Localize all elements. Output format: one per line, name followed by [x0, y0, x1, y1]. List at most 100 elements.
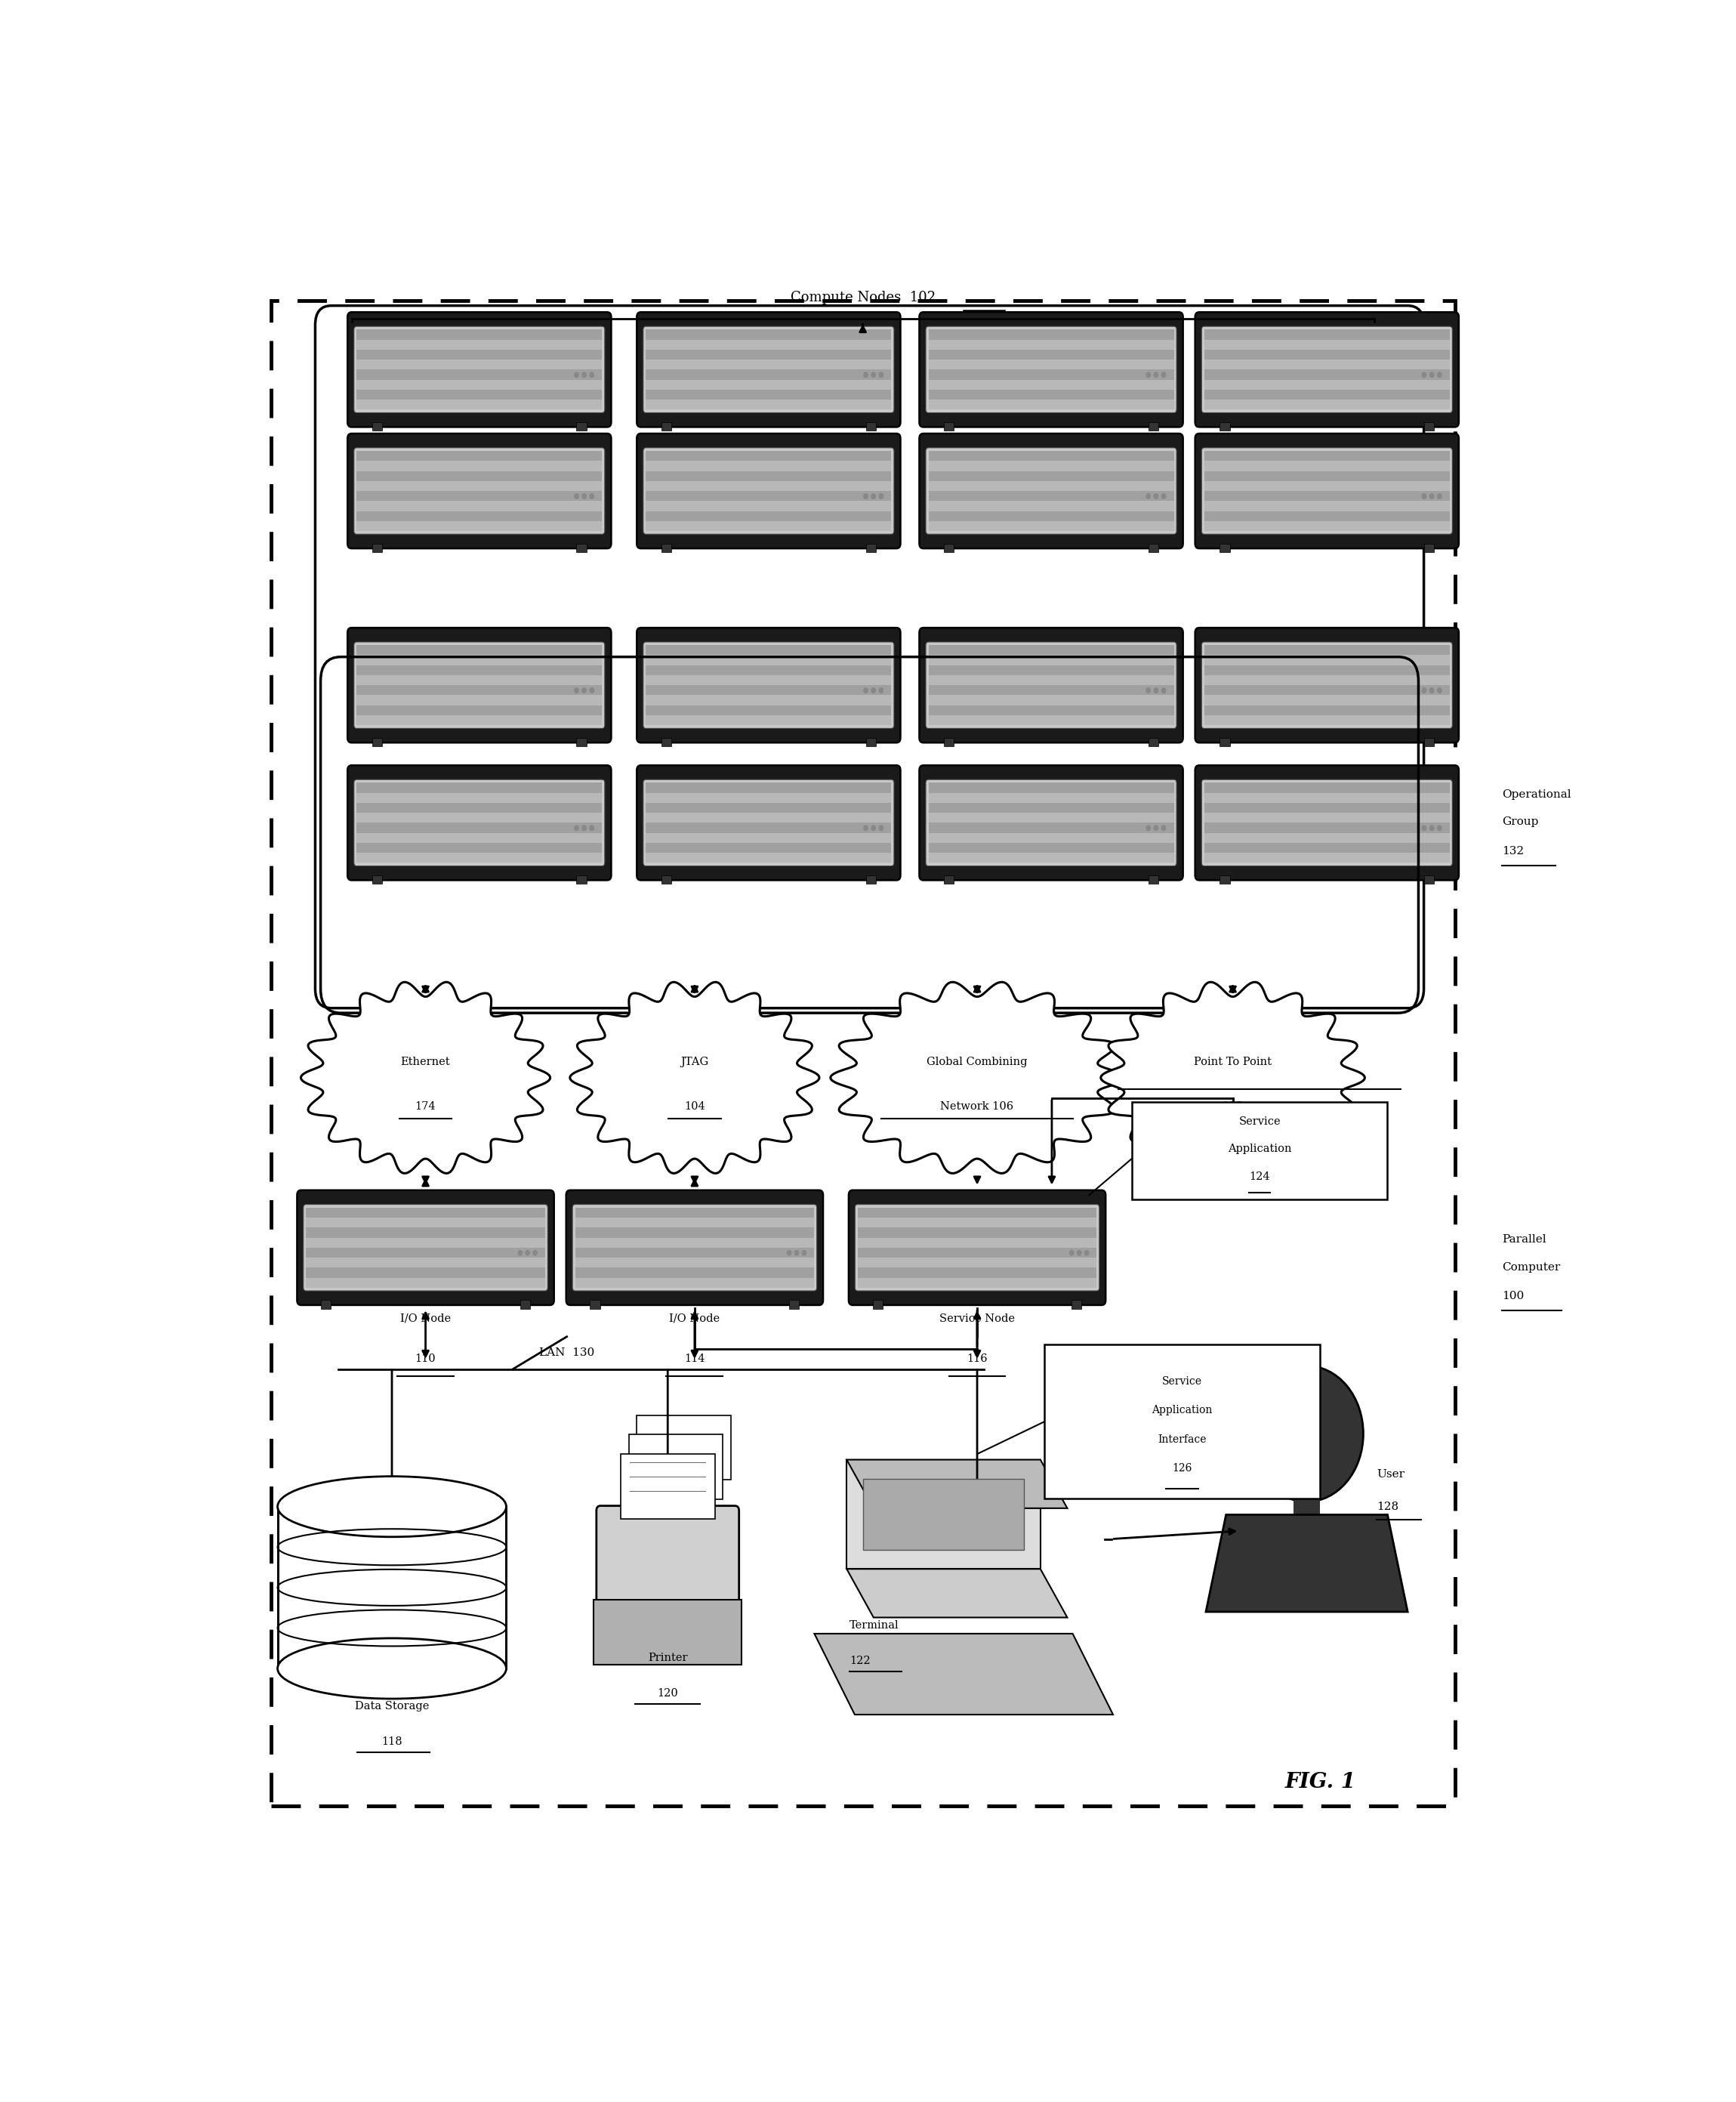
Bar — [944, 874, 955, 883]
Bar — [646, 792, 891, 803]
FancyBboxPatch shape — [347, 628, 611, 742]
Circle shape — [1422, 372, 1427, 376]
Bar — [637, 1415, 731, 1480]
Bar — [858, 1217, 1097, 1228]
Bar — [576, 544, 587, 553]
Text: Computer: Computer — [1502, 1261, 1561, 1272]
FancyBboxPatch shape — [1194, 433, 1458, 549]
FancyBboxPatch shape — [644, 448, 894, 534]
Bar — [575, 1278, 814, 1289]
Bar — [646, 782, 891, 792]
Text: Network 106: Network 106 — [941, 1101, 1014, 1112]
Bar — [1220, 738, 1229, 746]
Bar — [372, 874, 382, 883]
Bar — [1132, 1101, 1387, 1198]
Text: 104: 104 — [684, 1101, 705, 1112]
Bar — [858, 1228, 1097, 1238]
Bar — [1424, 423, 1434, 431]
Text: Parallel: Parallel — [1502, 1234, 1547, 1244]
Text: 128: 128 — [1377, 1501, 1399, 1511]
FancyBboxPatch shape — [637, 765, 901, 881]
Bar — [1147, 544, 1158, 553]
Bar — [1205, 832, 1450, 843]
Bar — [576, 874, 587, 883]
Bar — [576, 738, 587, 746]
FancyBboxPatch shape — [354, 448, 604, 534]
Bar — [646, 696, 891, 704]
Polygon shape — [847, 1568, 1068, 1616]
Bar — [929, 492, 1174, 500]
Bar — [306, 1238, 545, 1249]
Text: Application: Application — [1227, 1143, 1292, 1154]
Bar — [866, 874, 877, 883]
Bar — [929, 399, 1174, 410]
Bar — [646, 481, 891, 492]
Bar — [929, 511, 1174, 521]
Bar — [1220, 874, 1229, 883]
Text: Interface: Interface — [1158, 1434, 1207, 1444]
FancyBboxPatch shape — [354, 326, 604, 412]
Circle shape — [878, 687, 884, 694]
Text: Point To Point: Point To Point — [1194, 1057, 1272, 1068]
Text: 122: 122 — [849, 1656, 870, 1667]
Bar — [646, 715, 891, 725]
Text: User: User — [1377, 1469, 1404, 1480]
Bar — [356, 511, 602, 521]
FancyBboxPatch shape — [1194, 765, 1458, 881]
Bar — [1205, 511, 1450, 521]
Bar — [646, 452, 891, 460]
FancyBboxPatch shape — [644, 641, 894, 729]
Circle shape — [1146, 687, 1151, 694]
Bar — [929, 471, 1174, 481]
Bar — [646, 675, 891, 685]
Bar — [929, 656, 1174, 664]
Bar — [1205, 341, 1450, 349]
Bar — [929, 853, 1174, 862]
FancyBboxPatch shape — [347, 311, 611, 427]
Bar — [661, 738, 672, 746]
Polygon shape — [847, 1459, 1040, 1568]
Bar — [944, 544, 955, 553]
Circle shape — [802, 1251, 806, 1255]
FancyBboxPatch shape — [597, 1505, 740, 1604]
Bar — [1205, 685, 1450, 696]
Bar — [356, 452, 602, 460]
Text: 132: 132 — [1502, 845, 1524, 856]
Bar — [646, 511, 891, 521]
Bar — [929, 460, 1174, 471]
Circle shape — [1161, 826, 1165, 830]
Circle shape — [878, 826, 884, 830]
Bar — [356, 843, 602, 853]
Text: 114: 114 — [684, 1354, 705, 1364]
Text: Data Storage: Data Storage — [354, 1701, 429, 1711]
FancyBboxPatch shape — [925, 780, 1177, 866]
Bar — [372, 423, 382, 431]
Bar — [1205, 715, 1450, 725]
FancyBboxPatch shape — [1201, 641, 1453, 729]
Circle shape — [1437, 687, 1441, 694]
Bar — [278, 1507, 507, 1669]
Bar — [1205, 359, 1450, 370]
Bar — [575, 1217, 814, 1228]
Bar — [356, 853, 602, 862]
Bar — [929, 330, 1174, 341]
Circle shape — [1078, 1251, 1082, 1255]
Bar — [590, 1301, 601, 1310]
Circle shape — [1146, 826, 1151, 830]
Bar — [790, 1301, 799, 1310]
Bar — [646, 341, 891, 349]
FancyBboxPatch shape — [637, 433, 901, 549]
Bar — [1205, 782, 1450, 792]
Bar — [356, 645, 602, 656]
Text: 118: 118 — [382, 1736, 403, 1747]
FancyBboxPatch shape — [925, 641, 1177, 729]
Circle shape — [533, 1251, 536, 1255]
Circle shape — [1437, 372, 1441, 376]
Bar — [356, 330, 602, 341]
Bar — [271, 301, 1455, 1806]
Bar — [929, 803, 1174, 813]
Bar — [1205, 399, 1450, 410]
Circle shape — [517, 1251, 523, 1255]
Bar — [929, 521, 1174, 532]
Bar — [575, 1268, 814, 1278]
